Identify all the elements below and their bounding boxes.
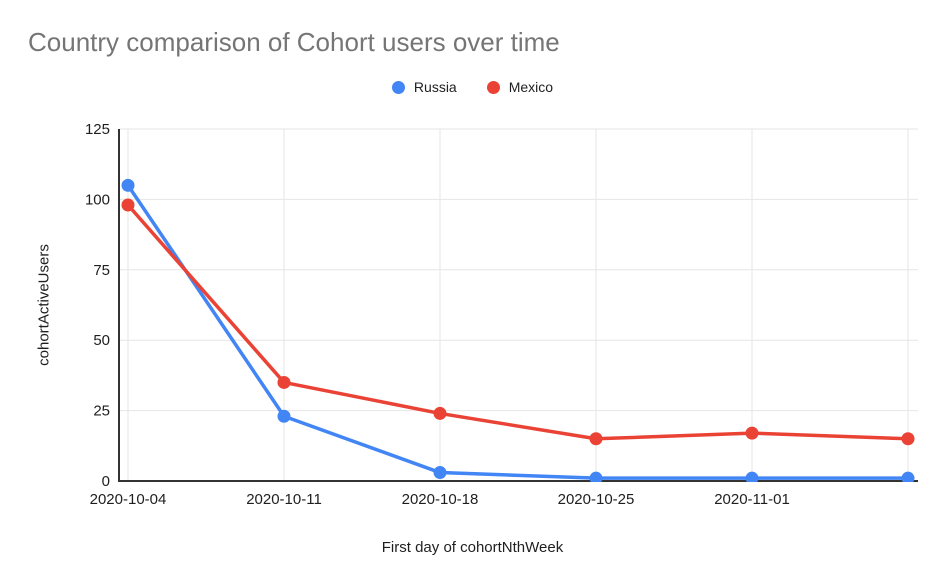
y-tick-label-75: 75 bbox=[93, 262, 110, 279]
legend-dot-icon bbox=[486, 80, 500, 94]
series-mexico bbox=[121, 198, 915, 446]
data-point-russia-1[interactable] bbox=[277, 409, 291, 423]
y-tick-label-0: 0 bbox=[102, 473, 110, 490]
legend: Russia Mexico bbox=[0, 79, 945, 95]
data-point-russia-3[interactable] bbox=[589, 471, 603, 485]
series-line-mexico bbox=[126, 203, 910, 441]
x-tick-label-1: 2020-10-11 bbox=[246, 491, 322, 508]
x-tick-label-2: 2020-10-18 bbox=[402, 491, 479, 508]
data-point-mexico-5[interactable] bbox=[901, 432, 915, 446]
y-tick-label-125: 125 bbox=[85, 121, 110, 138]
y-axis-title: cohortActiveUsers bbox=[35, 244, 53, 366]
x-axis-title: First day of cohortNthWeek bbox=[381, 539, 564, 556]
legend-label: Mexico bbox=[508, 79, 554, 95]
data-point-russia-2[interactable] bbox=[433, 466, 447, 480]
legend-label: Russia bbox=[413, 79, 457, 95]
legend-dot-icon bbox=[391, 80, 405, 94]
series-russia bbox=[121, 178, 915, 485]
data-point-mexico-2[interactable] bbox=[433, 406, 447, 420]
chart-title: Country comparison of Cohort users over … bbox=[28, 27, 560, 57]
data-point-russia-0[interactable] bbox=[121, 178, 135, 192]
y-tick-label-100: 100 bbox=[85, 191, 110, 208]
data-point-mexico-0[interactable] bbox=[121, 198, 135, 212]
data-point-mexico-1[interactable] bbox=[277, 375, 291, 389]
data-point-mexico-4[interactable] bbox=[745, 426, 759, 440]
data-point-russia-4[interactable] bbox=[745, 471, 759, 485]
x-tick-label-0: 2020-10-04 bbox=[90, 491, 167, 508]
y-tick-label-25: 25 bbox=[93, 403, 110, 420]
y-tick-label-50: 50 bbox=[93, 332, 110, 349]
series-line-russia bbox=[126, 183, 910, 480]
x-tick-label-3: 2020-10-25 bbox=[558, 491, 635, 508]
legend-item-russia[interactable]: Russia bbox=[391, 79, 457, 95]
data-point-mexico-3[interactable] bbox=[589, 432, 603, 446]
x-tick-label-4: 2020-11-01 bbox=[714, 491, 790, 508]
data-point-russia-5[interactable] bbox=[901, 471, 915, 485]
legend-item-mexico[interactable]: Mexico bbox=[486, 79, 554, 95]
